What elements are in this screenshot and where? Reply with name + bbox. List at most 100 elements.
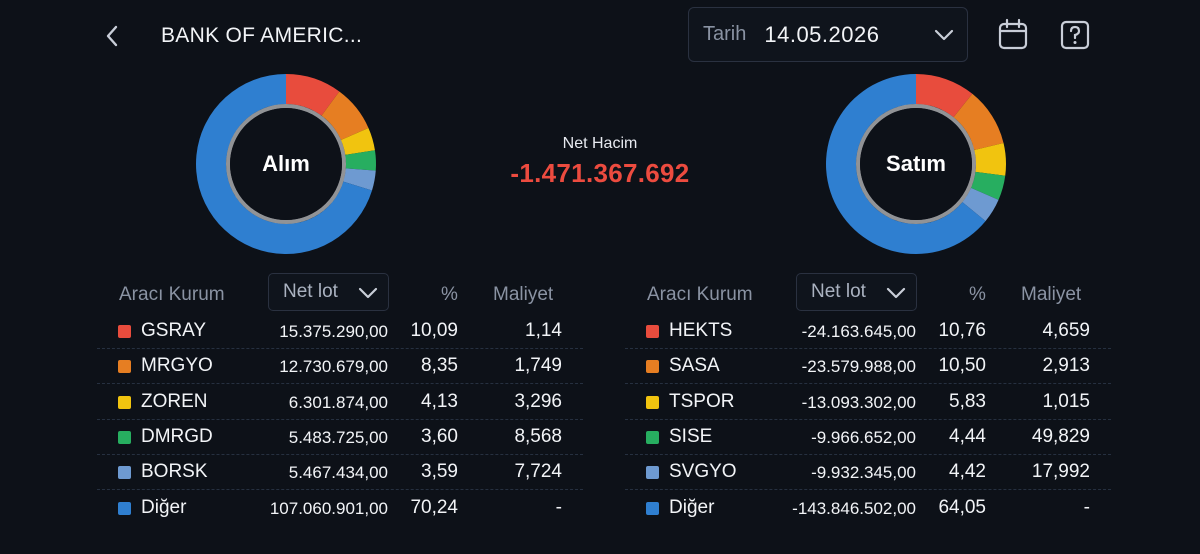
donut-slice [962,187,999,222]
sell-broker-header: Aracı Kurum [647,284,753,305]
chevron-down-icon [934,29,954,41]
table-row[interactable]: BORSK 5.467.434,00 3,59 7,724 [97,455,583,491]
cost-value: 8,568 [514,425,562,447]
table-row[interactable]: Diğer -143.846.502,00 64,05 - [625,491,1111,526]
legend-swatch [118,501,131,515]
buy-sort-select[interactable]: Net lot [268,273,389,311]
broker-name: GSRAY [141,320,207,341]
percent-value: 3,60 [421,425,458,447]
cost-value: 49,829 [1031,425,1090,447]
table-row[interactable]: ZOREN 6.301.874,00 4,13 3,296 [97,385,583,420]
table-row[interactable]: TSPOR -13.093.302,00 5,83 1,015 [625,385,1111,420]
donut-slice [196,74,373,254]
sell-pct-header: % [969,284,986,305]
legend-swatch [118,360,131,374]
buy-donut-chart: Alım [195,73,377,255]
net-lot-value: 107.060.901,00 [269,498,388,518]
broker-name: SISE [669,425,713,447]
chevron-left-icon [106,25,118,47]
buy-center-label: Alım [262,151,310,176]
net-volume-value: -1.471.367.692 [510,158,690,188]
net-lot-value: -9.966.652,00 [811,427,916,447]
legend-swatch [118,466,131,480]
sell-donut-chart: Satım [825,73,1007,255]
legend-swatch [646,360,659,374]
percent-value: 10,50 [938,355,986,377]
row-divider [625,383,1111,385]
broker-name: HEKTS [669,320,733,341]
legend-swatch [646,501,659,515]
cost-value: 3,296 [514,390,562,412]
broker-name: Diğer [669,496,715,518]
net-lot-value: 15.375.290,00 [279,322,388,341]
net-lot-value: 5.483.725,00 [288,427,388,447]
broker-name: ZOREN [141,390,208,412]
donut-hole [860,108,972,220]
donut-slice [343,168,376,191]
sell-center-label: Satım [886,151,946,176]
donut-slice [286,74,340,116]
table-row[interactable]: Diğer 107.060.901,00 70,24 - [97,491,583,526]
percent-value: 4,13 [421,390,458,412]
row-divider [97,383,583,385]
net-lot-value: -9.932.345,00 [811,463,916,483]
donut-slice [321,91,369,140]
cost-value: 17,992 [1031,461,1090,483]
row-divider [97,489,583,491]
table-row[interactable]: GSRAY 15.375.290,00 10,09 1,14 [97,314,583,349]
net-lot-value: -23.579.988,00 [801,357,916,377]
broker-name: DMRGD [141,425,213,447]
donut-slice [953,93,1004,151]
net-volume-label: Net Hacim [562,135,638,152]
legend-swatch [118,430,131,444]
net-lot-value: 6.301.874,00 [288,392,388,412]
donut-slice [345,150,376,171]
donut-slice [916,74,973,118]
row-divider [97,418,583,420]
chevron-down-icon [886,287,906,299]
help-button[interactable] [1058,18,1092,52]
broker-name: SVGYO [669,461,737,483]
percent-value: 10,76 [938,320,986,341]
net-lot-value: -24.163.645,00 [801,322,916,341]
percent-value: 4,42 [949,461,986,483]
row-divider [625,348,1111,349]
table-row[interactable]: DMRGD 5.483.725,00 3,60 8,568 [97,420,583,455]
date-value: 14.05.2026 [764,21,880,47]
percent-value: 8,35 [421,355,458,377]
date-selector[interactable]: Tarih 14.05.2026 [688,7,968,62]
donut-slice [340,127,375,155]
broker-name: MRGYO [141,355,213,377]
table-row[interactable]: SVGYO -9.932.345,00 4,42 17,992 [625,455,1111,491]
cost-value: 1,015 [1042,390,1090,412]
table-row[interactable]: MRGYO 12.730.679,00 8,35 1,749 [97,349,583,385]
table-row[interactable]: SASA -23.579.988,00 10,50 2,913 [625,349,1111,385]
donut-slice [826,74,986,254]
legend-swatch [646,430,659,444]
donut-hole [230,108,342,220]
broker-name: SASA [669,355,720,377]
percent-value: 64,05 [938,496,986,518]
donut-inner-ring [856,104,976,224]
calendar-icon [998,18,1028,50]
donut-slice [974,143,1006,176]
calendar-button[interactable] [996,18,1030,52]
help-icon [1060,20,1090,50]
back-button[interactable] [96,18,128,54]
row-divider [97,453,583,455]
table-row[interactable]: HEKTS -24.163.645,00 10,76 4,659 [625,314,1111,349]
buy-pct-header: % [441,284,458,305]
net-lot-value: 5.467.434,00 [288,463,388,483]
buy-broker-header: Aracı Kurum [119,284,225,305]
sell-sort-select[interactable]: Net lot [796,273,917,311]
legend-swatch [646,466,659,480]
donut-slice [971,171,1006,200]
row-divider [625,489,1111,491]
percent-value: 70,24 [410,496,458,518]
table-row[interactable]: SISE -9.966.652,00 4,44 49,829 [625,420,1111,455]
cost-value: 7,724 [514,461,562,483]
buy-sort-label: Net lot [283,281,338,302]
net-lot-value: -13.093.302,00 [801,392,916,412]
percent-value: 5,83 [949,390,986,412]
cost-value: 4,659 [1042,320,1090,341]
